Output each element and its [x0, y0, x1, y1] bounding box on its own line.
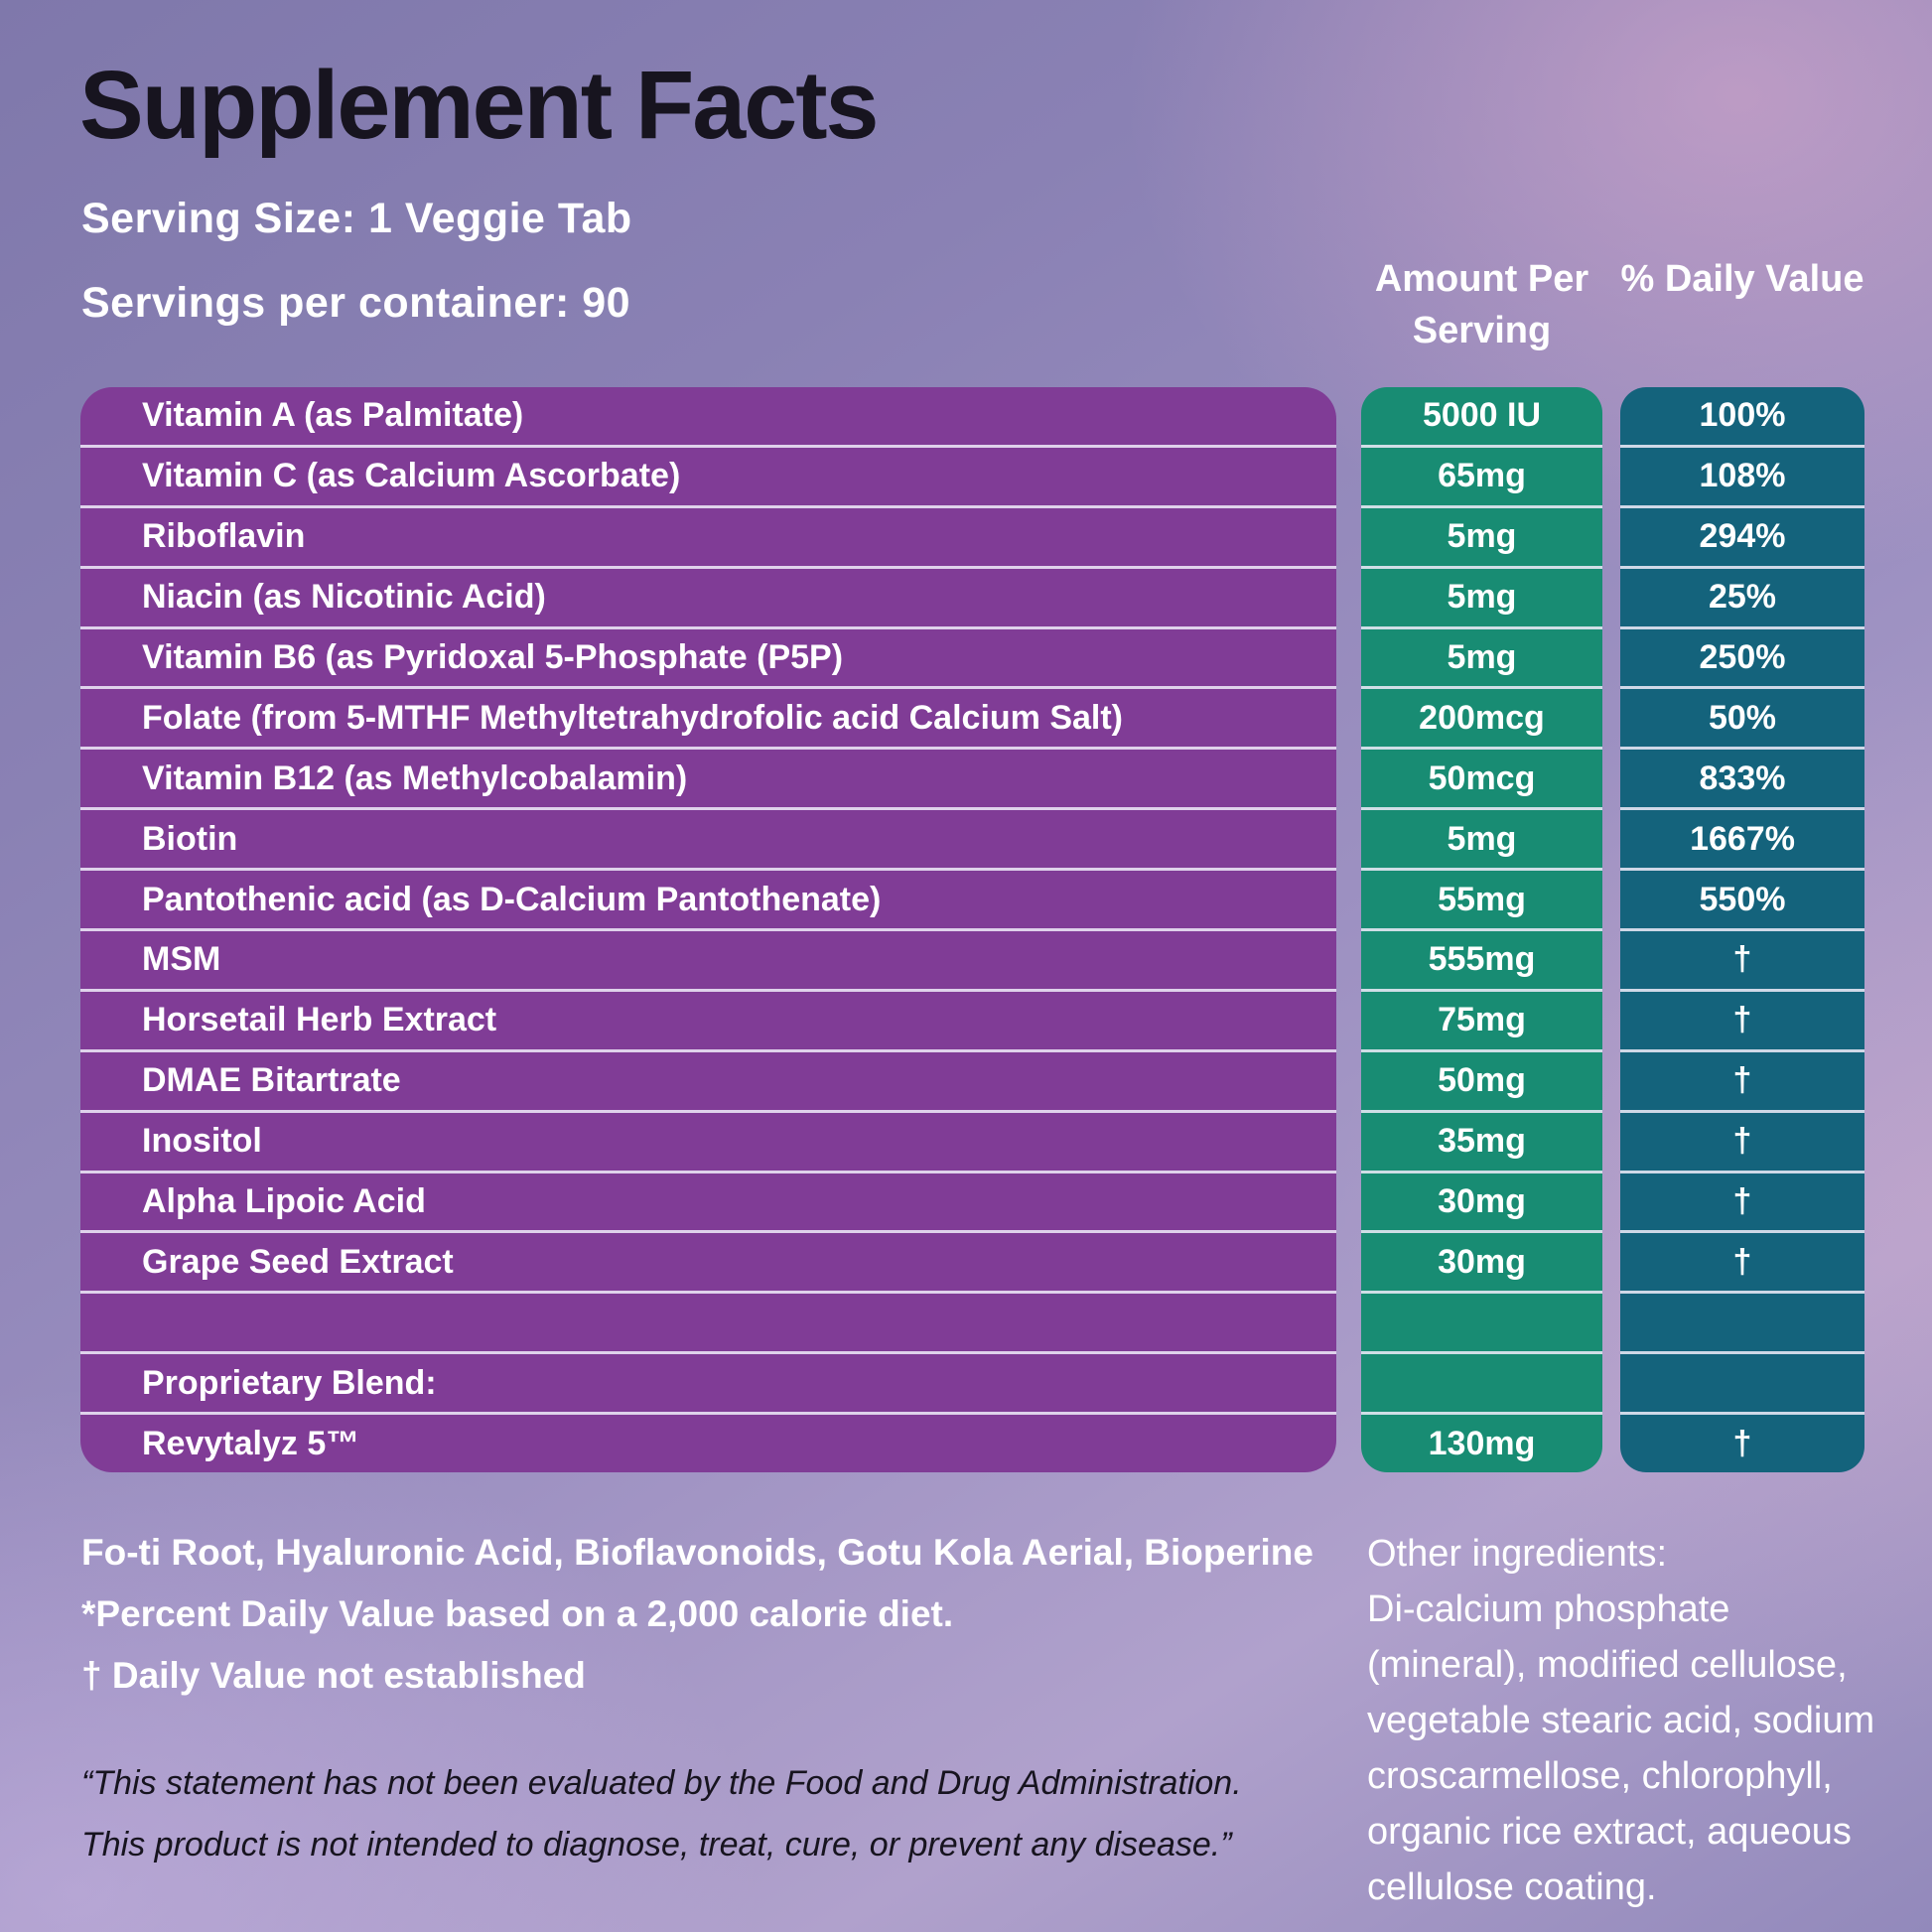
- page-title: Supplement Facts: [79, 51, 879, 159]
- fda-disclaimer-line1: “This statement has not been evaluated b…: [81, 1764, 1242, 1802]
- footnotes: Fo-ti Root, Hyaluronic Acid, Bioflavonoi…: [81, 1522, 1313, 1707]
- ingredient-name-empty: [80, 1294, 1336, 1355]
- ingredient-name: Proprietary Blend:: [80, 1354, 1336, 1416]
- other-ingredients-heading: Other ingredients:: [1367, 1533, 1668, 1575]
- other-ingredients-body: Di-calcium phosphate (mineral), modified…: [1367, 1588, 1875, 1908]
- amount-value: 555mg: [1361, 931, 1602, 992]
- dv-value: †: [1620, 1052, 1864, 1113]
- amount-value: 130mg: [1428, 1424, 1536, 1462]
- dv-value: †: [1620, 1113, 1864, 1173]
- daily-value-column: 100% 108% 294% 25% 250% 50% 833% 1667% 5…: [1620, 387, 1864, 1472]
- amount-value: 30mg: [1361, 1173, 1602, 1234]
- amount-value: 50mg: [1361, 1052, 1602, 1113]
- amount-per-serving-column: 5000 IU 65mg 5mg 5mg 5mg 200mcg 50mcg 5m…: [1361, 387, 1602, 1472]
- dv-column-header: % Daily Value: [1620, 258, 1864, 300]
- amount-value: 5mg: [1361, 810, 1602, 872]
- amount-value: 55mg: [1361, 871, 1602, 932]
- percent-dv-footnote: *Percent Daily Value based on a 2,000 ca…: [81, 1593, 954, 1634]
- fda-disclaimer: “This statement has not been evaluated b…: [81, 1752, 1242, 1875]
- dv-value: 550%: [1620, 871, 1864, 932]
- dv-value: 25%: [1620, 569, 1864, 629]
- servings-per-container-text: Servings per container: 90: [81, 279, 631, 327]
- ingredient-name: Folate (from 5-MTHF Methyltetrahydrofoli…: [80, 689, 1336, 751]
- amount-value: 75mg: [1361, 992, 1602, 1052]
- dv-value: 250%: [1620, 629, 1864, 690]
- dv-value: 100%: [1620, 387, 1864, 448]
- dv-value-empty: [1620, 1294, 1864, 1355]
- dv-value: 50%: [1620, 689, 1864, 751]
- dv-value-empty: [1620, 1354, 1864, 1416]
- amount-value: 65mg: [1361, 448, 1602, 508]
- amount-value: 5mg: [1361, 569, 1602, 629]
- amount-value-empty: [1361, 1294, 1602, 1355]
- amount-value: 5mg: [1361, 629, 1602, 690]
- ingredient-name: Vitamin B12 (as Methylcobalamin): [80, 750, 1336, 811]
- ingredient-name: Grape Seed Extract: [80, 1233, 1336, 1295]
- dv-value: †: [1620, 1233, 1864, 1295]
- ingredient-name: DMAE Bitartrate: [80, 1052, 1336, 1113]
- ingredient-name: Niacin (as Nicotinic Acid): [80, 569, 1336, 629]
- ingredient-names-panel: Vitamin A (as Palmitate) Vitamin C (as C…: [80, 387, 1336, 1472]
- ingredient-name: Riboflavin: [80, 508, 1336, 569]
- dv-value: †: [1620, 1173, 1864, 1234]
- amount-value-empty: [1361, 1354, 1602, 1416]
- dv-value: 108%: [1620, 448, 1864, 508]
- ingredient-name: Vitamin A (as Palmitate): [80, 387, 1336, 448]
- ingredient-name: Horsetail Herb Extract: [80, 992, 1336, 1052]
- blend-ingredients-text: Fo-ti Root, Hyaluronic Acid, Bioflavonoi…: [81, 1532, 1313, 1573]
- dv-value: 1667%: [1620, 810, 1864, 872]
- dv-value: †: [1620, 992, 1864, 1052]
- amount-column-header: Amount Per Serving: [1374, 258, 1589, 351]
- dagger-footnote: † Daily Value not established: [81, 1655, 586, 1696]
- amount-value: 30mg: [1361, 1233, 1602, 1295]
- dv-value: 833%: [1620, 750, 1864, 811]
- amount-value: 50mcg: [1361, 750, 1602, 811]
- ingredient-name: Vitamin B6 (as Pyridoxal 5-Phosphate (P5…: [80, 629, 1336, 690]
- ingredient-name: MSM: [80, 931, 1336, 992]
- amount-value: 5000 IU: [1361, 387, 1602, 448]
- ingredient-name: Inositol: [80, 1113, 1336, 1173]
- amount-value: 5mg: [1361, 508, 1602, 569]
- dv-value: †: [1732, 1424, 1752, 1462]
- fda-disclaimer-line2: This product is not intended to diagnose…: [81, 1826, 1232, 1863]
- amount-value: 200mcg: [1361, 689, 1602, 751]
- amount-value: 35mg: [1361, 1113, 1602, 1173]
- ingredient-name: Alpha Lipoic Acid: [80, 1173, 1336, 1234]
- ingredient-name: Biotin: [80, 810, 1336, 872]
- dv-value: 294%: [1620, 508, 1864, 569]
- ingredient-name: Pantothenic acid (as D-Calcium Pantothen…: [80, 871, 1336, 932]
- dv-value: †: [1620, 931, 1864, 992]
- serving-size-text: Serving Size: 1 Veggie Tab: [81, 195, 632, 242]
- other-ingredients-block: Other ingredients: Di-calcium phosphate …: [1367, 1526, 1888, 1915]
- ingredient-name: Revytalyz 5™: [142, 1424, 360, 1462]
- ingredient-name: Vitamin C (as Calcium Ascorbate): [80, 448, 1336, 508]
